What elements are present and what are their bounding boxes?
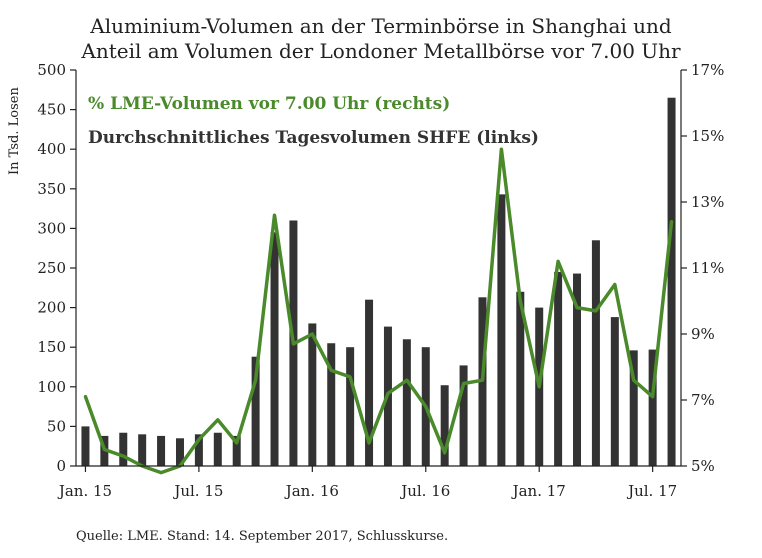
bar: [251, 356, 260, 466]
y-left-tick-label: 450: [37, 101, 66, 119]
bar: [194, 434, 203, 466]
y-left-tick-label: 200: [37, 299, 66, 317]
bar: [516, 291, 525, 466]
x-tick-label: Jan. 16: [284, 482, 339, 500]
bar: [459, 365, 468, 466]
x-tick-label: Jul. 17: [626, 482, 677, 500]
y-left-tick-label: 500: [37, 61, 66, 79]
y-axis-left: 0 50 100 150 200 250 300 350 400 450 500: [37, 61, 76, 475]
y-right-tick-label: 9%: [691, 325, 715, 343]
y-right-tick-label: 17%: [691, 61, 724, 79]
x-tick-label: Jan. 15: [57, 482, 112, 500]
bar: [497, 194, 506, 466]
x-tick-label: Jan. 17: [511, 482, 566, 500]
y-right-tick-label: 7%: [691, 391, 715, 409]
bar: [81, 426, 90, 466]
y-right-tick-label: 11%: [691, 259, 724, 277]
line-series: [83, 147, 674, 475]
y-left-tick-label: 0: [56, 457, 66, 475]
bar: [346, 347, 355, 466]
y-left-tick-label: 350: [37, 180, 66, 198]
y-axis-right: 5% 7% 9% 11% 13% 15% 17%: [681, 61, 724, 475]
bar: [157, 435, 166, 466]
bar: [554, 271, 563, 466]
y-right-tick-label: 15%: [691, 127, 724, 145]
bar: [308, 323, 317, 466]
bar: [402, 339, 411, 466]
y-right-tick-label: 5%: [691, 457, 715, 475]
bar: [270, 232, 279, 466]
y-left-tick-label: 400: [37, 140, 66, 158]
x-tick-label: Jul. 15: [172, 482, 223, 500]
x-axis: Jan. 15 Jul. 15 Jan. 16 Jul. 16 Jan. 17 Jul. …: [57, 466, 677, 500]
bar: [667, 97, 676, 466]
x-tick-label: Jul. 16: [399, 482, 450, 500]
bar: [610, 317, 619, 466]
legend-line-series: % LME-Volumen vor 7.00 Uhr (rechts): [88, 94, 450, 114]
bar: [232, 435, 241, 466]
source-note: Quelle: LME. Stand: 14. September 2017, …: [76, 529, 448, 544]
chart-title-line-2: Anteil am Volumen der Londoner Metallbör…: [80, 39, 681, 63]
bar: [648, 349, 657, 466]
y-axis-left-label: In Tsd. Losen: [7, 87, 22, 175]
bar: [138, 434, 147, 466]
bar: [365, 299, 374, 466]
legend-bar-series: Durchschnittliches Tagesvolumen SHFE (li…: [88, 128, 539, 148]
y-left-tick-label: 100: [37, 378, 66, 396]
y-left-tick-label: 300: [37, 219, 66, 237]
bar: [440, 385, 449, 466]
bar: [119, 432, 128, 466]
bar: [591, 240, 600, 466]
bar: [327, 343, 336, 466]
y-left-tick-label: 250: [37, 259, 66, 277]
y-right-tick-label: 13%: [691, 193, 724, 211]
y-left-tick-label: 150: [37, 338, 66, 356]
chart-title-line-1: Aluminium-Volumen an der Terminbörse in …: [89, 14, 672, 38]
bar: [175, 438, 184, 466]
bar: [213, 432, 222, 466]
bar: [573, 273, 582, 466]
bar: [629, 350, 638, 466]
bar-series: [81, 97, 676, 466]
y-left-tick-label: 50: [47, 417, 66, 435]
